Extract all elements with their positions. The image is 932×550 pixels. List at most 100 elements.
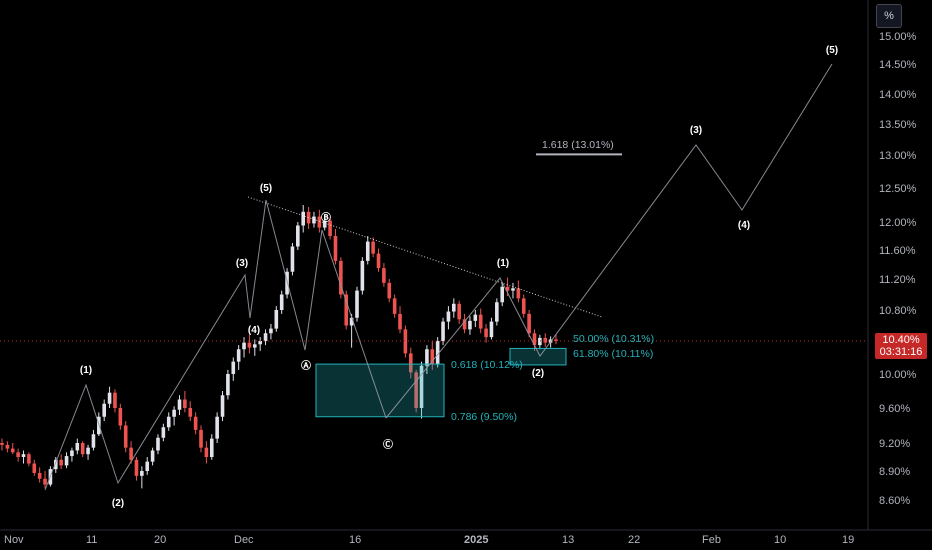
candle-body — [274, 310, 279, 329]
candle-body — [505, 286, 510, 291]
candle-body — [312, 216, 316, 224]
candle-body — [290, 246, 295, 272]
candle-body — [140, 471, 144, 476]
candle-body — [478, 314, 483, 329]
time-tick: 13 — [562, 534, 574, 546]
candle-body — [43, 478, 47, 485]
candle-body — [371, 241, 375, 254]
candle-body — [387, 282, 392, 299]
fib-level-label: 0.618 (10.12%) — [451, 359, 523, 371]
candle-body — [118, 408, 123, 426]
candle-body — [32, 463, 37, 473]
candle-body — [21, 454, 26, 457]
wave-label: Ⓐ — [301, 359, 311, 372]
candle-body — [129, 447, 133, 460]
candle-body — [177, 399, 182, 410]
fib-retracement-zone — [509, 347, 567, 366]
candle-body — [376, 253, 381, 269]
candle-body — [166, 416, 171, 428]
last-price-value: 10.40% — [882, 334, 920, 346]
price-tick: 14.50% — [879, 59, 917, 71]
time-tick: 10 — [774, 534, 786, 546]
time-tick: 16 — [349, 534, 361, 546]
fib-level-label: 0.786 (9.50%) — [451, 411, 517, 423]
candle-body — [53, 459, 58, 470]
candle-body — [188, 408, 193, 417]
candle-body — [199, 429, 203, 448]
wave-label: (3) — [236, 258, 248, 269]
candle-body — [0, 443, 4, 445]
candle-body — [457, 303, 461, 320]
candle-body — [269, 328, 273, 334]
candle-body — [339, 260, 343, 295]
drawing-overlays: (1) (2) (3) (4) (5) Ⓐ Ⓑ Ⓒ (1) (2) (3) (4) (5) 0.618 (… — [0, 45, 868, 509]
price-tick: 8.60% — [879, 495, 910, 507]
candle-body — [107, 392, 112, 404]
candle-body — [414, 372, 418, 408]
candle-body — [301, 211, 306, 226]
candle-body — [64, 456, 69, 466]
candle-body — [123, 425, 128, 448]
candle-body — [150, 450, 155, 462]
candle-body — [322, 220, 327, 228]
candle-body — [554, 339, 558, 341]
candle-body — [532, 333, 537, 346]
candle-body — [452, 303, 456, 312]
price-tick: 15.00% — [879, 31, 917, 43]
fib-level-label: 1.618 (13.01%) — [542, 139, 614, 151]
resistance-trendline — [247, 196, 603, 318]
percent-scale-button[interactable]: % — [876, 4, 902, 28]
candle-body — [204, 447, 209, 457]
candle-body — [220, 395, 225, 417]
candle-body — [27, 454, 31, 464]
wave-label: (2) — [532, 368, 544, 379]
candle-body — [360, 260, 365, 291]
candle-body — [441, 321, 445, 341]
candle-body — [145, 461, 150, 471]
candle-body — [86, 447, 90, 455]
price-tick: 13.50% — [879, 119, 917, 131]
candle-body — [10, 448, 15, 453]
candle-body — [226, 374, 230, 396]
candle-body — [462, 319, 467, 330]
time-tick: 11 — [86, 534, 97, 546]
candle-body — [473, 314, 478, 321]
elliott-wave-path — [44, 199, 387, 491]
candle-body — [408, 353, 413, 373]
candle-body — [279, 294, 284, 310]
candle-body — [193, 416, 198, 430]
candlestick-series — [0, 205, 558, 489]
wave-label: Ⓑ — [321, 211, 331, 224]
candle-body — [263, 333, 268, 341]
wave-label: (5) — [826, 45, 838, 56]
candle-body — [516, 288, 521, 299]
candle-body — [511, 288, 515, 291]
price-tick: 9.60% — [879, 403, 910, 415]
candle-body — [521, 298, 526, 314]
price-tick: 8.90% — [879, 466, 910, 478]
price-tick: 9.20% — [879, 438, 910, 450]
wave-label: (4) — [738, 220, 750, 231]
price-tick: 11.20% — [879, 274, 916, 286]
fib-level-label: 50.00% (10.31%) — [573, 333, 654, 345]
price-tick: 12.00% — [879, 217, 917, 229]
time-tick: 22 — [628, 534, 640, 546]
price-axis[interactable]: 15.00% 14.50% 14.00% 13.50% 13.00% 12.50… — [879, 31, 917, 507]
candle-body — [365, 241, 370, 261]
time-tick: Dec — [234, 534, 254, 546]
candle-body — [382, 268, 386, 283]
candle-body — [468, 320, 472, 330]
time-axis[interactable]: Nov 11 20 Dec 16 2025 13 22 Feb 10 19 — [4, 534, 854, 546]
candle-body — [333, 236, 338, 261]
candle-body — [484, 328, 488, 338]
price-tick: 12.50% — [879, 183, 917, 195]
candle-body — [419, 365, 424, 408]
time-tick: 20 — [154, 534, 166, 546]
time-tick: 19 — [842, 534, 854, 546]
wave-label: (2) — [112, 498, 124, 509]
candle-body — [16, 452, 20, 457]
price-tick: 13.00% — [879, 150, 917, 162]
candle-body — [446, 311, 451, 322]
